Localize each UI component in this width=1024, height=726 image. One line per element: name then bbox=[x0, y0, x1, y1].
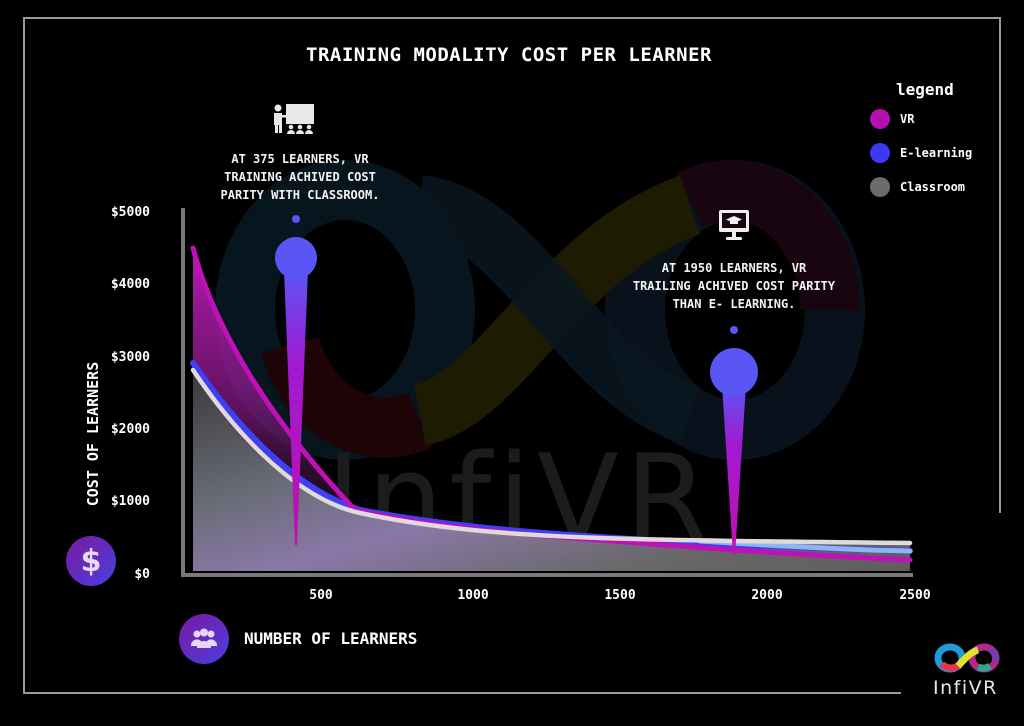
legend-title: legend bbox=[896, 80, 954, 99]
annotation-375: AT 375 LEARNERS, VR TRAINING ACHIVED COS… bbox=[190, 150, 410, 204]
annotation-line: AT 1950 LEARNERS, VR bbox=[661, 261, 807, 275]
classroom-area bbox=[193, 370, 910, 571]
legend-label: VR bbox=[900, 112, 915, 126]
infivr-logo-icon bbox=[934, 643, 1000, 673]
classroom-line bbox=[190, 367, 913, 546]
x-tick-label: 500 bbox=[309, 588, 333, 603]
classroom-swatch-icon bbox=[870, 177, 890, 197]
chart-title: TRAINING MODALITY COST PER LEARNER bbox=[306, 44, 712, 66]
x-axis-title: NUMBER OF LEARNERS bbox=[244, 629, 418, 648]
y-axis-line bbox=[181, 208, 185, 576]
y-axis-title: COST OF LEARNERS bbox=[84, 361, 102, 507]
classroom-teacher-icon bbox=[274, 104, 314, 134]
annotation-pin-375 bbox=[275, 215, 317, 545]
annotation-line: TRAILING ACHIVED COST PARITY bbox=[632, 279, 836, 293]
y-tick-label: $2000 bbox=[110, 422, 150, 437]
x-tick-label: 2500 bbox=[899, 588, 931, 603]
dollar-icon: $ bbox=[66, 536, 116, 586]
group-people-icon bbox=[179, 614, 229, 664]
y-tick-label: $3000 bbox=[110, 350, 150, 365]
vr-swatch-icon bbox=[870, 109, 890, 129]
x-axis-line bbox=[181, 573, 913, 577]
annotation-1950: AT 1950 LEARNERS, VR TRAILING ACHIVED CO… bbox=[604, 259, 864, 313]
y-tick-label: $5000 bbox=[110, 205, 150, 220]
annotation-line: PARITY WITH CLASSROOM. bbox=[220, 188, 380, 202]
x-tick-label: 1000 bbox=[457, 588, 489, 603]
annotation-pin-1950 bbox=[710, 326, 758, 555]
infivr-logo-text: InfiVR bbox=[933, 677, 998, 699]
legend-item-e-learning[interactable]: E-learning bbox=[870, 142, 972, 164]
x-tick-label: 1500 bbox=[604, 588, 636, 603]
x-tick-label: 2000 bbox=[751, 588, 783, 603]
legend-item-classroom[interactable]: Classroom bbox=[870, 176, 965, 198]
legend-item-vr[interactable]: VR bbox=[870, 108, 914, 130]
y-tick-label: $0 bbox=[134, 567, 150, 582]
frame-border-top bbox=[24, 17, 1001, 19]
computer-graduation-icon bbox=[719, 210, 749, 240]
frame-border-bottom bbox=[23, 692, 901, 694]
y-tick-label: $4000 bbox=[110, 277, 150, 292]
legend-label: Classroom bbox=[900, 180, 966, 194]
annotation-line: TRAINING ACHIVED COST bbox=[224, 170, 376, 184]
legend-label: E-learning bbox=[900, 146, 973, 160]
annotation-line: THAN E- LEARNING. bbox=[672, 297, 796, 311]
annotation-line: AT 375 LEARNERS, VR bbox=[231, 152, 369, 166]
y-tick-label: $1000 bbox=[110, 494, 150, 509]
frame-border-right bbox=[999, 17, 1001, 513]
frame-border-left bbox=[23, 17, 25, 694]
e-learning-swatch-icon bbox=[870, 143, 890, 163]
